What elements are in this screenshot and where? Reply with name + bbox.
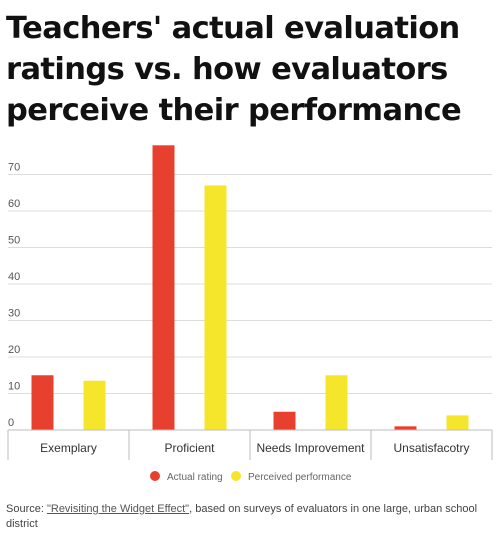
bar — [325, 375, 348, 430]
bar — [83, 380, 106, 430]
y-tick-label: 40 — [8, 271, 20, 283]
gridlines — [8, 174, 492, 431]
x-tick-label: Unsatisfacotry — [393, 441, 469, 455]
y-axis-tick-labels: 0 10 20 30 40 50 60 70 — [8, 162, 20, 430]
y-tick-label: 0 — [8, 417, 14, 429]
bar — [273, 411, 296, 430]
x-axis: Exemplary Proficient Needs Improvement Unsa… — [7, 429, 493, 460]
y-tick-label: 10 — [8, 381, 20, 393]
source-note: Source: "Revisiting the Widget Effect", … — [6, 502, 494, 532]
source-prefix: Source: — [6, 503, 47, 515]
source-link[interactable]: "Revisiting the Widget Effect" — [46, 503, 190, 515]
source-suffix: , based on surveys of evaluators in one … — [6, 503, 478, 530]
bar — [204, 185, 227, 430]
y-tick-label: 20 — [8, 344, 20, 356]
legend-swatch — [231, 471, 241, 481]
chart-title: Teachers' actual evaluation ratings vs. … — [6, 11, 462, 128]
y-tick-label: 70 — [8, 162, 20, 174]
bar — [31, 375, 54, 430]
bar — [446, 415, 469, 430]
bar-chart: 0 10 20 30 40 50 60 70 Exemplary Proficient Needs… — [7, 145, 493, 483]
y-tick-label: 30 — [8, 308, 20, 320]
legend: Actual rating Perceived performance — [150, 471, 352, 483]
legend-label: Actual rating — [167, 472, 223, 483]
legend-label: Perceived performance — [248, 472, 352, 483]
x-tick-label: Proficient — [164, 441, 215, 455]
x-tick-label: Needs Improvement — [256, 441, 365, 455]
x-tick-label: Exemplary — [40, 441, 97, 455]
bars — [31, 145, 469, 431]
bar — [152, 145, 175, 431]
y-tick-label: 60 — [8, 198, 20, 210]
bar — [394, 426, 417, 430]
y-tick-label: 50 — [8, 235, 20, 247]
legend-swatch — [150, 471, 160, 481]
